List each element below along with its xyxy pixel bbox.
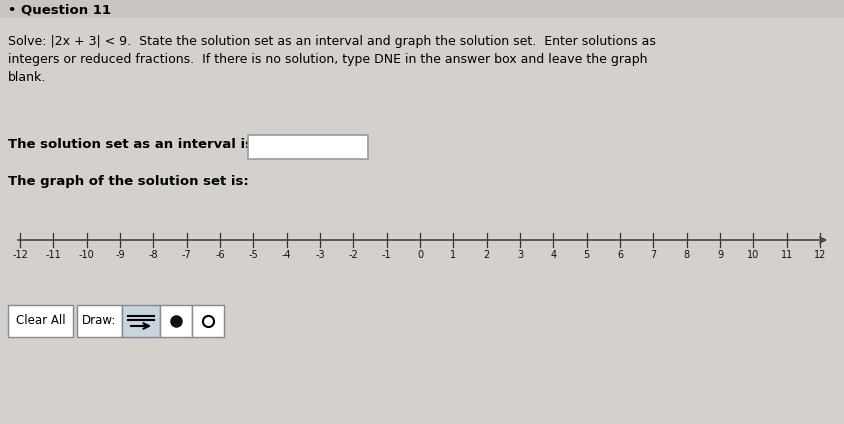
Text: -3: -3 bbox=[315, 250, 324, 260]
Text: Draw:: Draw: bbox=[82, 315, 116, 327]
Text: Solve: |2x + 3| < 9.  State the solution set as an interval and graph the soluti: Solve: |2x + 3| < 9. State the solution … bbox=[8, 35, 655, 84]
Bar bbox=[8, 305, 73, 337]
Text: The graph of the solution set is:: The graph of the solution set is: bbox=[8, 175, 248, 188]
Text: 9: 9 bbox=[716, 250, 722, 260]
Text: -4: -4 bbox=[282, 250, 291, 260]
Bar bbox=[160, 305, 192, 337]
Bar bbox=[122, 305, 160, 337]
Text: 7: 7 bbox=[649, 250, 656, 260]
Text: -2: -2 bbox=[348, 250, 358, 260]
Text: The solution set as an interval is:: The solution set as an interval is: bbox=[8, 138, 258, 151]
Text: 8: 8 bbox=[683, 250, 689, 260]
Text: -10: -10 bbox=[78, 250, 95, 260]
Text: 10: 10 bbox=[746, 250, 759, 260]
Text: -6: -6 bbox=[215, 250, 225, 260]
Text: -12: -12 bbox=[12, 250, 28, 260]
Text: 6: 6 bbox=[616, 250, 622, 260]
Text: 0: 0 bbox=[416, 250, 423, 260]
Text: 2: 2 bbox=[483, 250, 490, 260]
Text: -11: -11 bbox=[46, 250, 61, 260]
Bar bbox=[192, 305, 224, 337]
Bar bbox=[77, 305, 122, 337]
Text: 5: 5 bbox=[583, 250, 589, 260]
Text: 4: 4 bbox=[549, 250, 555, 260]
Bar bbox=[0, 0, 844, 18]
Text: -5: -5 bbox=[248, 250, 258, 260]
Bar bbox=[247, 135, 368, 159]
Text: 11: 11 bbox=[780, 250, 792, 260]
Text: -8: -8 bbox=[149, 250, 158, 260]
Text: 3: 3 bbox=[517, 250, 522, 260]
Text: -7: -7 bbox=[181, 250, 192, 260]
Text: -1: -1 bbox=[381, 250, 391, 260]
Text: 12: 12 bbox=[813, 250, 825, 260]
Text: • Question 11: • Question 11 bbox=[8, 3, 111, 17]
Text: Clear All: Clear All bbox=[16, 315, 65, 327]
Text: -9: -9 bbox=[115, 250, 125, 260]
Text: 1: 1 bbox=[450, 250, 456, 260]
